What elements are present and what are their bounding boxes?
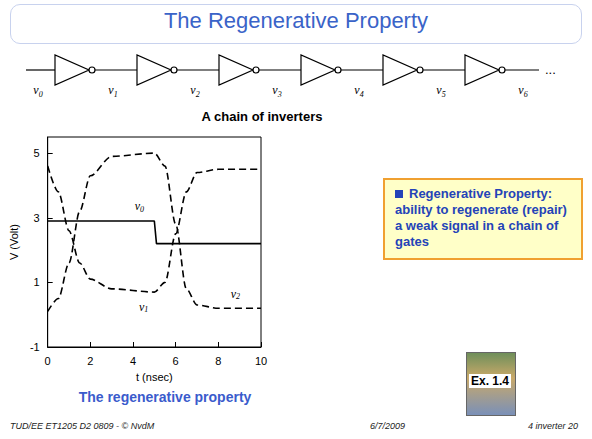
svg-text:8: 8 [215,355,221,367]
html-text:The regenerative property: The regenerative property [78,389,252,405]
svg-text:0: 0 [140,205,144,214]
svg-text:A chain of inverters: A chain of inverters [202,109,323,124]
html-text:Ex. 1.4: Ex. 1.4 [471,374,509,388]
html-text:ability to regenerate (repair): ability to regenerate (repair) a weak si… [395,202,567,249]
svg-text:5: 5 [34,147,40,159]
svg-text:10: 10 [255,355,267,367]
svg-text:2: 2 [87,355,93,367]
svg-text:V (Volt): V (Volt) [8,224,20,260]
svg-text:v: v [134,199,141,214]
svg-text:0: 0 [45,355,51,367]
svg-text:t (nsec): t (nsec) [136,371,173,383]
svg-text:2: 2 [236,292,240,301]
svg-text:v2: v2 [190,83,199,99]
svg-text:-1: -1 [30,341,40,353]
svg-text:1: 1 [144,305,148,314]
svg-text:v6: v6 [518,83,527,99]
html-text:TUD/EE ET1205 D2 0809 - © NvdM: TUD/EE ET1205 D2 0809 - © NvdM [10,421,155,431]
svg-text:v: v [230,286,237,301]
svg-text:v3: v3 [272,83,281,99]
html-text:The Regenerative Property: The Regenerative Property [163,8,429,33]
html-text:6/7/2009: 6/7/2009 [370,421,405,431]
svg-text:6: 6 [173,355,179,367]
html-text:4 inverter 20: 4 inverter 20 [528,421,578,431]
html-text:Regenerative Property:: Regenerative Property: [409,186,553,201]
svg-text:4: 4 [130,355,136,367]
svg-text:v1: v1 [108,83,117,99]
svg-text:3: 3 [34,212,40,224]
svg-text:v4: v4 [354,83,363,99]
svg-text:...: ... [545,62,556,77]
svg-text:v: v [139,299,145,314]
svg-text:v0: v0 [33,83,42,99]
svg-text:1: 1 [34,276,40,288]
svg-text:v5: v5 [436,83,445,99]
